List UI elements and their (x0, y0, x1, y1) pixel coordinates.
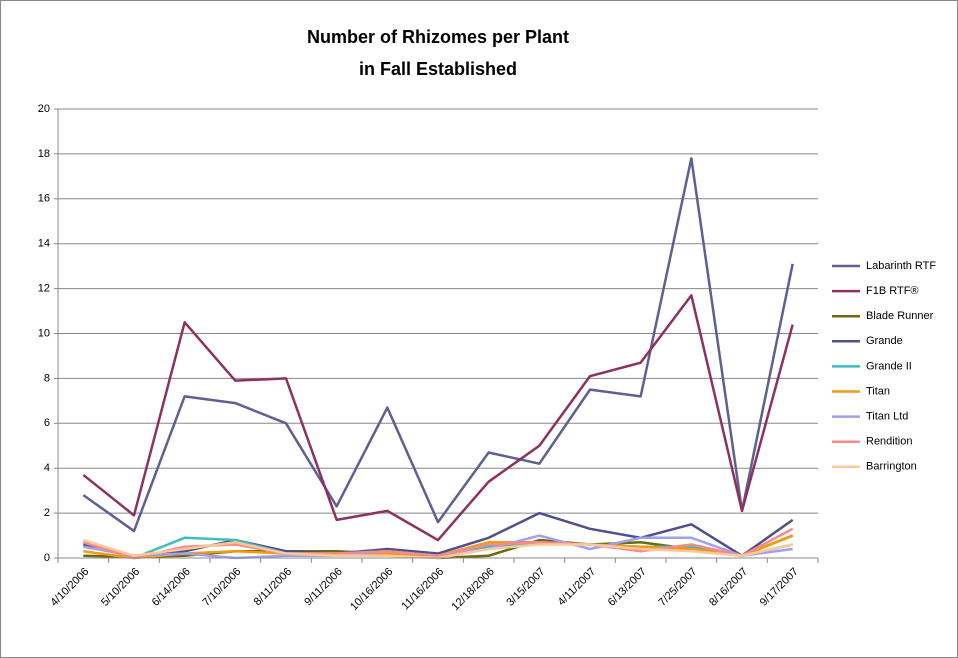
y-tick-label: 4 (44, 462, 50, 474)
legend-label: Barrington (866, 461, 917, 473)
chart-title: Number of Rhizomes per Plant (307, 27, 569, 47)
y-tick-label: 2 (44, 507, 50, 519)
chart-title: in Fall Established (359, 59, 517, 79)
series-line (82, 294, 794, 542)
y-tick-label: 20 (38, 103, 50, 115)
legend-label: Titan Ltd (866, 411, 908, 423)
legend-label: F1B RTF® (866, 285, 919, 297)
legend-label: Grande II (866, 360, 912, 372)
y-tick-label: 16 (38, 193, 50, 205)
y-tick-label: 6 (44, 417, 50, 429)
series-line (82, 157, 794, 533)
legend-label: Grande (866, 335, 903, 347)
legend-label: Labarinth RTF (866, 260, 936, 272)
legend-label: Blade Runner (866, 310, 934, 322)
y-tick-label: 10 (38, 327, 50, 339)
y-tick-label: 18 (38, 148, 50, 160)
legend-label: Titan (866, 385, 890, 397)
y-tick-label: 8 (44, 372, 50, 384)
y-tick-label: 12 (38, 283, 50, 295)
y-tick-label: 0 (44, 552, 50, 564)
legend-label: Rendition (866, 436, 912, 448)
y-tick-label: 14 (38, 238, 50, 250)
